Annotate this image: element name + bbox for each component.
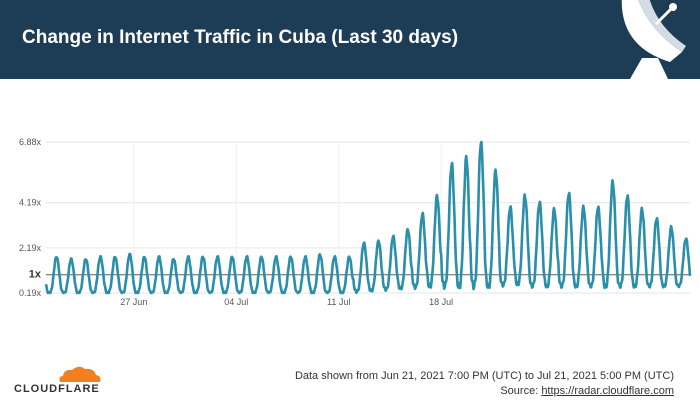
y-tick-label: 2.19x: [19, 243, 42, 253]
logo-text: CLOUDFLARE: [14, 383, 100, 395]
chart-title: Change in Internet Traffic in Cuba (Last…: [22, 27, 459, 48]
y-tick-label: 6.88x: [19, 137, 42, 147]
cloud-icon: [59, 366, 101, 382]
y-tick-label: 4.19x: [19, 198, 42, 208]
source-label: Source:: [500, 385, 542, 397]
satellite-dish-icon: [621, 0, 686, 79]
header-banner: Change in Internet Traffic in Cuba (Last…: [0, 0, 700, 79]
cloudflare-logo: CLOUDFLARE: [14, 365, 114, 395]
x-tick-label: 04 Jul: [224, 297, 248, 307]
y-tick-label: 0.19x: [19, 288, 42, 298]
source-link[interactable]: https://radar.cloudflare.com: [541, 385, 674, 397]
y-tick-label: 1x: [29, 269, 42, 281]
x-tick-label: 18 Jul: [429, 297, 453, 307]
y-axis: 6.88x 4.19x 2.19x 1x 0.19x: [19, 137, 42, 298]
x-axis: 27 Jun 04 Jul 11 Jul 18 Jul: [120, 297, 453, 307]
x-tick-label: 11 Jul: [327, 297, 350, 307]
line-chart: 6.88x 4.19x 2.19x 1x 0.19x 27 Jun 04 Jul 11 Ju…: [19, 137, 692, 307]
x-tick-label: 27 Jun: [120, 297, 147, 307]
traffic-series-line: [44, 140, 692, 295]
data-range-note: Data shown from Jun 21, 2021 7:00 PM (UT…: [294, 370, 674, 382]
source-line: Source: https://radar.cloudflare.com: [500, 385, 674, 397]
